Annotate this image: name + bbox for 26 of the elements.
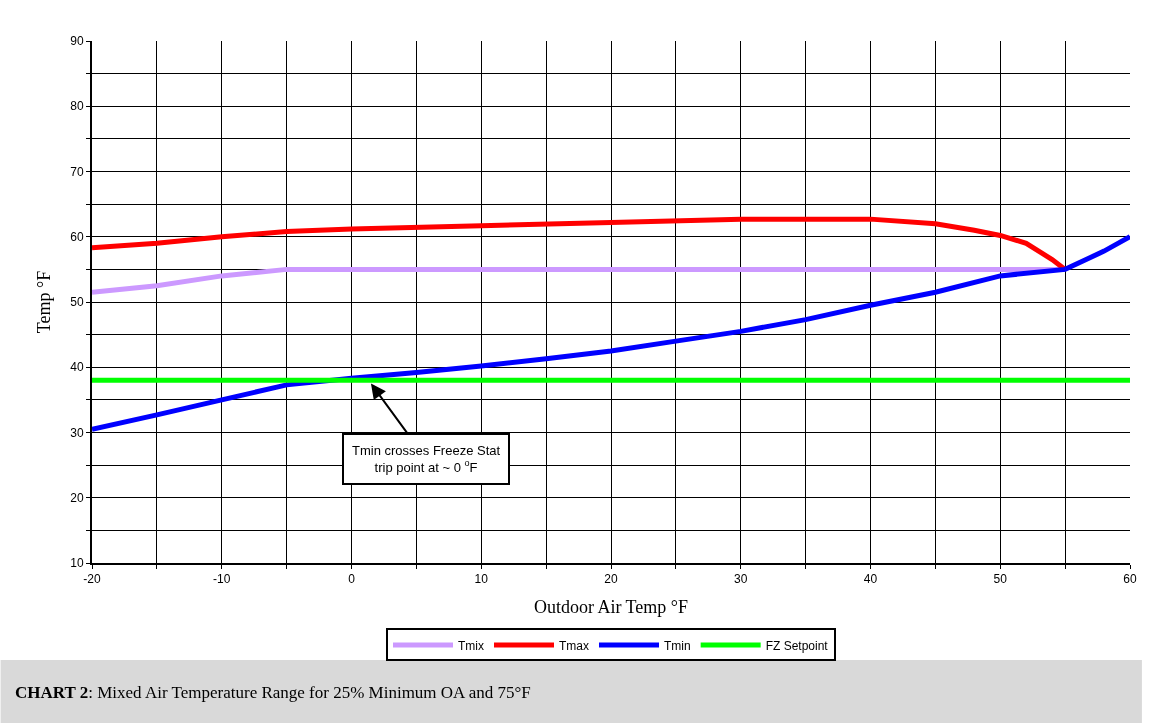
x-tick-label: 50 bbox=[993, 572, 1008, 587]
x-tick-label: 60 bbox=[1123, 572, 1137, 587]
legend-label: FZ Setpoint bbox=[765, 638, 829, 653]
x-tick-label: 40 bbox=[863, 572, 878, 587]
x-tick-label: 10 bbox=[474, 572, 489, 587]
x-tick-label: 0 bbox=[348, 572, 356, 587]
y-tick-label: 10 bbox=[70, 556, 84, 571]
caption: CHART 2: Mixed Air Temperature Range for 25% Minimum OA and 75°F bbox=[15, 683, 531, 702]
y-tick-label: 80 bbox=[70, 99, 84, 114]
legend-label: Tmin bbox=[664, 638, 691, 653]
y-tick-label: 60 bbox=[70, 229, 84, 244]
legend-label: Tmix bbox=[458, 638, 484, 653]
y-tick-label: 20 bbox=[70, 490, 84, 505]
x-tick-label: -20 bbox=[83, 572, 101, 587]
y-tick-label: 30 bbox=[70, 425, 84, 440]
y-tick-label: 70 bbox=[70, 164, 84, 179]
annotation: Tmin crosses Freeze Stat trip point at ~ 0 $^{o}$F bbox=[352, 443, 501, 475]
y-tick-label: 50 bbox=[70, 295, 84, 310]
x-axis-title: Outdoor Air Temp °F bbox=[533, 597, 689, 617]
x-tick-label: 20 bbox=[604, 572, 618, 587]
x-tick-label: 30 bbox=[734, 572, 748, 587]
x-tick-label: -10 bbox=[213, 572, 231, 587]
legend-label: Tmax bbox=[559, 638, 589, 653]
y-tick-label: 40 bbox=[70, 360, 84, 375]
y-tick-label: 90 bbox=[70, 34, 84, 49]
y-axis-title: Temp °F bbox=[33, 270, 54, 334]
